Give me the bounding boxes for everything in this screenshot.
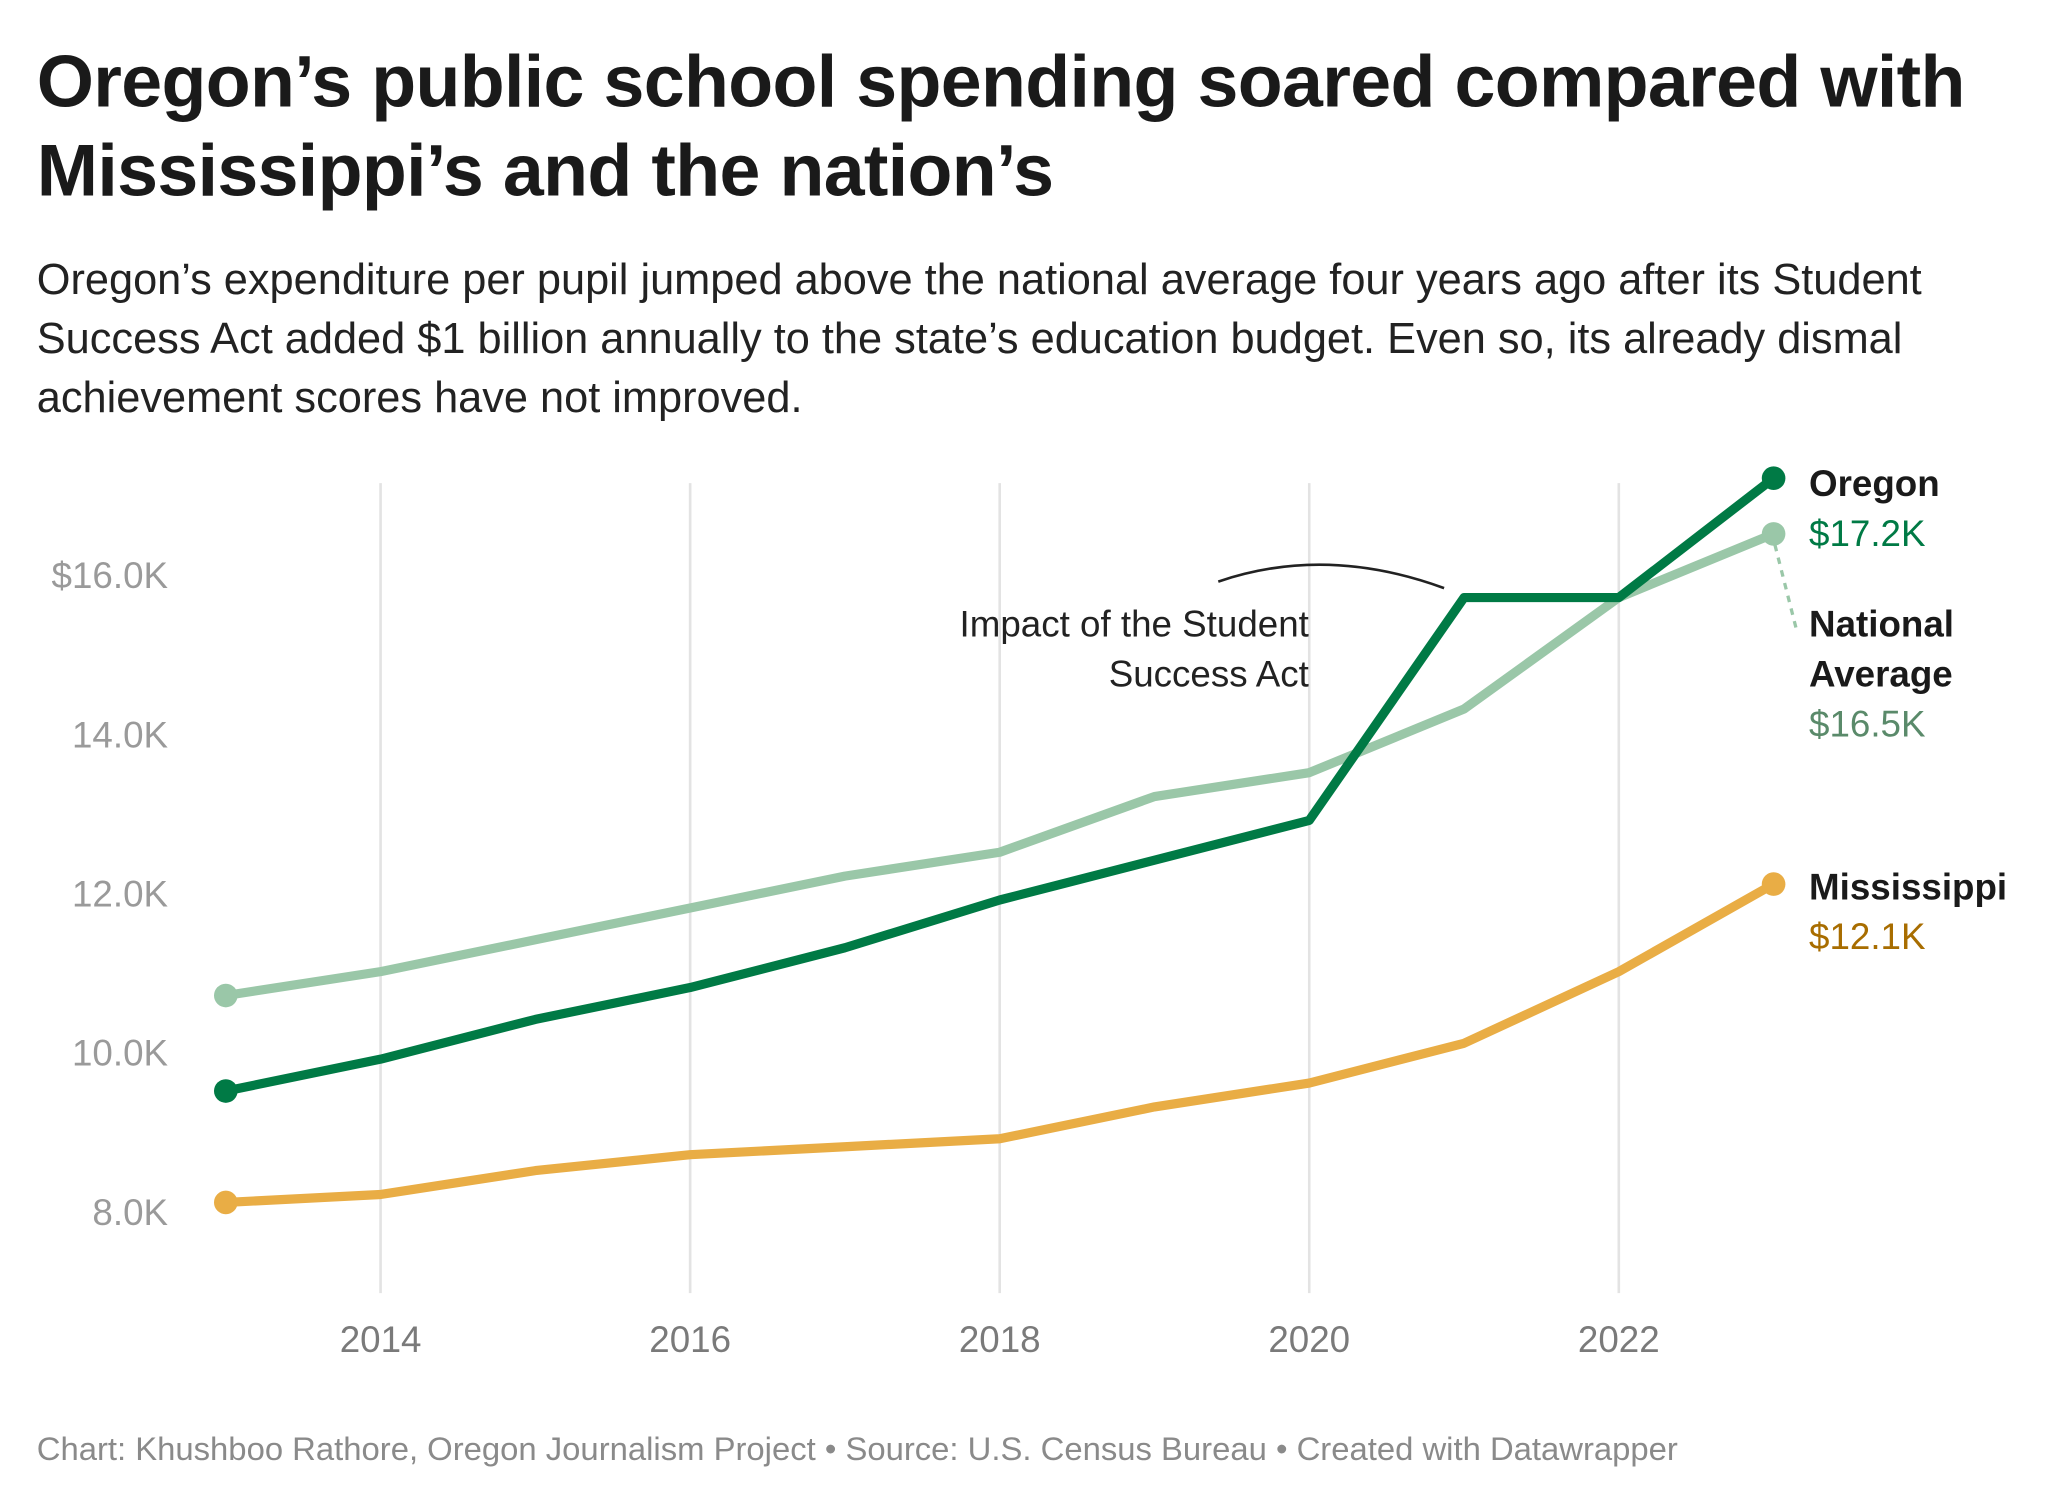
y-tick-label: 14.0K: [72, 714, 169, 755]
x-tick-label: 2020: [1268, 1319, 1350, 1360]
chart-title: Oregon’s public school spending soared c…: [36, 39, 1966, 212]
y-tick-label: 12.0K: [72, 873, 169, 914]
series-line-2: [225, 880, 1776, 1208]
series-value-label: $12.1K: [1809, 916, 1926, 957]
chart-subtitle: Oregon’s expenditure per pupil jumped ab…: [36, 254, 1922, 422]
series-value-label: $16.5K: [1809, 703, 1926, 744]
series-name-label: Oregon: [1809, 463, 1940, 504]
data-point: [213, 1190, 238, 1215]
x-tick-label: 2016: [649, 1319, 731, 1360]
data-point: [213, 983, 238, 1008]
series-line-0: [225, 529, 1776, 1001]
data-point: [1761, 872, 1786, 896]
x-tick-label: 2014: [340, 1319, 422, 1360]
series-name-label: National: [1809, 604, 1954, 645]
y-tick-label: 8.0K: [92, 1192, 168, 1233]
y-tick-label: $16.0K: [52, 555, 169, 596]
x-tick-label: 2022: [1578, 1319, 1660, 1360]
x-tick-label: 2018: [959, 1319, 1041, 1360]
chart-footer: Chart: Khushboo Rathore, Oregon Journali…: [36, 1430, 1678, 1468]
annotation-arc: [1217, 563, 1445, 590]
data-point: [1761, 466, 1786, 491]
annotation-line-1: Impact of the Student: [960, 604, 1309, 645]
y-tick-label: 10.0K: [72, 1033, 169, 1074]
series-name-label: Mississippi: [1809, 866, 2007, 907]
annotation-line-2: Success Act: [1109, 654, 1309, 695]
series-value-label: $17.2K: [1809, 513, 1926, 554]
national-label-leader: [1773, 544, 1798, 628]
series-line-1: [224, 474, 1777, 1096]
data-point: [213, 1079, 238, 1103]
series-name-label: Average: [1809, 654, 1953, 695]
data-point: [1761, 522, 1786, 546]
